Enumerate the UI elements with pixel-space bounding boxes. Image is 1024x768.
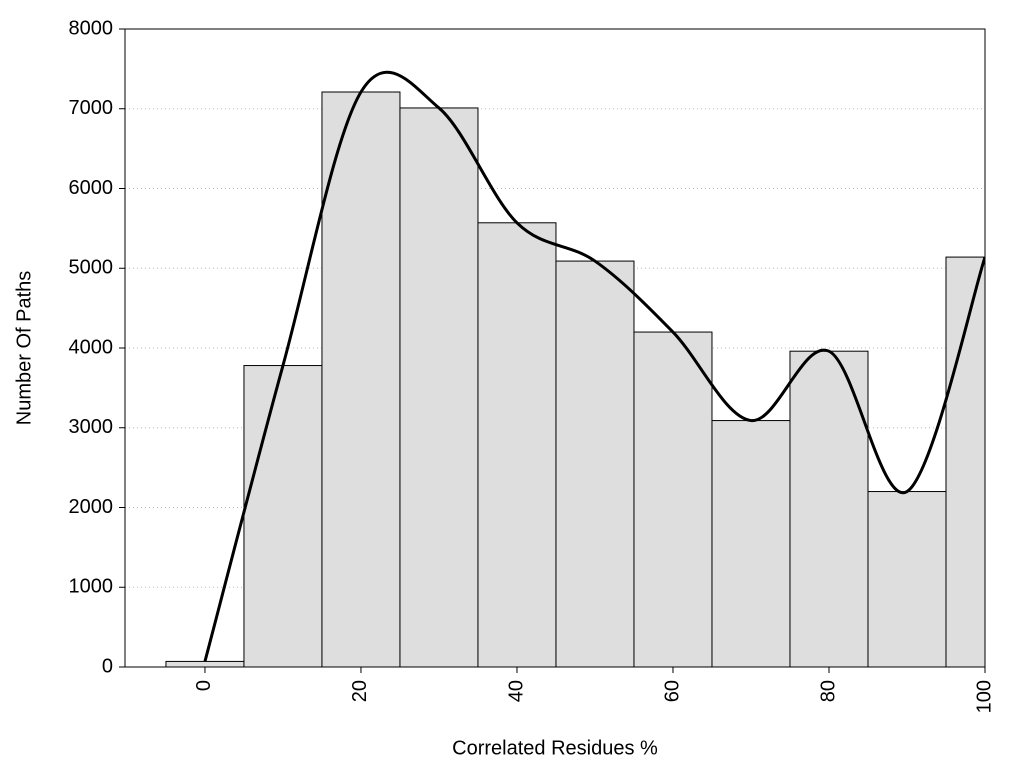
labels: 0 1000 2000 3000 4000 5000 6000 7000 8000 0 20 40 60… <box>69 17 996 713</box>
y-tick-label: 6000 <box>69 177 114 199</box>
x-tick-label: 40 <box>505 680 527 702</box>
y-tick-label: 1000 <box>69 576 114 598</box>
y-tick-label: 8000 <box>69 17 114 39</box>
x-tick-label: 100 <box>973 680 995 713</box>
y-tick-label: 4000 <box>69 336 114 358</box>
bar <box>399 107 479 667</box>
smooth-curve <box>203 70 985 662</box>
bar <box>633 331 713 667</box>
y-tick-label: 5000 <box>69 257 114 279</box>
x-tick-label: 60 <box>661 680 683 702</box>
bar <box>165 660 245 667</box>
y-tick-label: 3000 <box>69 416 114 438</box>
x-tick-label: 20 <box>349 680 371 702</box>
bar <box>789 350 869 667</box>
curve-layer <box>203 70 985 662</box>
x-tick-label: 0 <box>193 680 215 691</box>
y-tick-label: 7000 <box>69 97 114 119</box>
y-tick-label: 0 <box>102 655 113 677</box>
bars <box>165 91 985 667</box>
y-tick-label: 2000 <box>69 496 114 518</box>
bar <box>555 260 635 667</box>
y-axis-label: Number Of Paths <box>13 271 35 426</box>
bar <box>477 222 557 667</box>
x-axis-label: Correlated Residues % <box>452 737 658 759</box>
bar <box>867 491 947 667</box>
bar <box>711 420 791 667</box>
x-tick-label: 80 <box>817 680 839 702</box>
bar <box>321 91 401 667</box>
bar <box>243 365 323 667</box>
